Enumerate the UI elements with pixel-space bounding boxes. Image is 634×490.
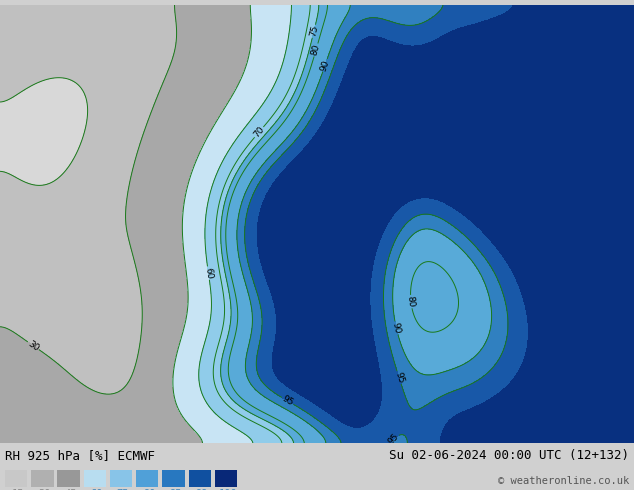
Text: © weatheronline.co.uk: © weatheronline.co.uk — [498, 476, 629, 486]
Bar — [84, 469, 106, 487]
Bar — [110, 469, 132, 487]
Text: 30: 30 — [26, 339, 41, 353]
Text: 90: 90 — [319, 58, 331, 72]
Text: 70: 70 — [252, 125, 266, 140]
Bar — [188, 469, 210, 487]
Text: 15: 15 — [12, 489, 25, 490]
Text: 90: 90 — [391, 321, 402, 335]
Text: 95: 95 — [393, 370, 405, 384]
Bar — [136, 469, 158, 487]
Text: 30: 30 — [38, 489, 51, 490]
Text: 45: 45 — [64, 489, 77, 490]
Bar — [31, 469, 53, 487]
Text: 95: 95 — [386, 432, 401, 446]
Text: 100: 100 — [219, 489, 237, 490]
Text: 60: 60 — [91, 489, 103, 490]
Bar — [162, 469, 184, 487]
Text: 95: 95 — [280, 394, 295, 408]
Text: 75: 75 — [117, 489, 129, 490]
Text: RH 925 hPa [%] ECMWF: RH 925 hPa [%] ECMWF — [5, 449, 155, 462]
Text: 80: 80 — [406, 295, 416, 308]
Bar — [58, 469, 80, 487]
Text: 75: 75 — [308, 24, 320, 38]
Text: 60: 60 — [203, 267, 214, 279]
Bar — [5, 469, 27, 487]
Text: 95: 95 — [169, 489, 182, 490]
Text: Su 02-06-2024 00:00 UTC (12+132): Su 02-06-2024 00:00 UTC (12+132) — [389, 449, 629, 462]
Text: 90: 90 — [143, 489, 155, 490]
Text: 80: 80 — [310, 43, 322, 57]
Text: 99: 99 — [195, 489, 208, 490]
Bar — [215, 469, 237, 487]
